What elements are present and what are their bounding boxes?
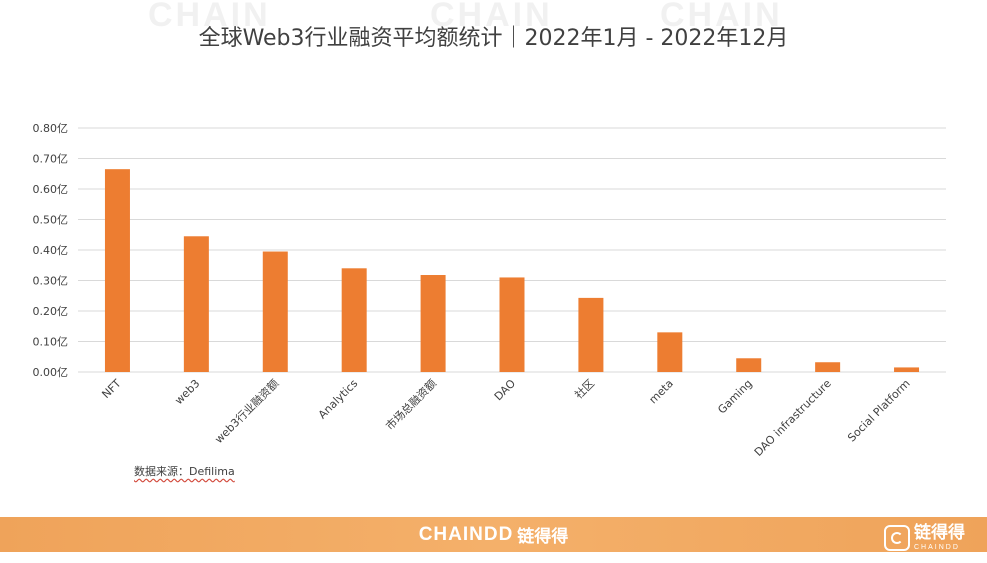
data-source-note: 数据来源：Defilima <box>134 465 235 478</box>
y-tick-label: 0.80亿 <box>33 122 69 135</box>
footer-brand-cn: 链得得 <box>517 527 569 547</box>
bar <box>815 362 841 372</box>
y-tick-label: 0.00亿 <box>33 366 69 379</box>
footer-brand-en: CHAINDD <box>418 523 514 545</box>
watermark-right: CHAIN <box>660 0 783 34</box>
y-tick-label: 0.20亿 <box>33 305 69 318</box>
chart-title: 全球Web3行业融资平均额统计｜2022年1月 - 2022年12月 <box>198 26 789 51</box>
bar <box>499 277 525 372</box>
y-tick-label: 0.30亿 <box>33 275 69 288</box>
x-tick-label: Analytics <box>316 377 361 422</box>
bar <box>736 358 762 372</box>
bar <box>341 268 367 372</box>
watermark-left: CHAIN <box>148 0 271 34</box>
watermark-center: CHAIN <box>430 0 553 34</box>
y-tick-label: 0.60亿 <box>33 183 69 196</box>
y-tick-label: 0.70亿 <box>33 153 69 166</box>
x-tick-label: Social Platform <box>845 377 913 445</box>
bar <box>183 236 209 372</box>
x-tick-label: DAO infrastructure <box>752 377 834 459</box>
y-tick-label: 0.40亿 <box>33 244 69 257</box>
x-tick-label: 市场总融资额 <box>383 376 440 433</box>
x-tick-label: meta <box>647 377 676 406</box>
footer-brand: CHAINDD 链得得 <box>0 517 987 552</box>
bar-chart: 0.00亿 0.10亿 0.20亿 0.30亿 0.40亿 0.50亿 0.60亿 0.70亿… <box>33 122 946 459</box>
corner-logo-en: CHAINDD <box>914 544 960 551</box>
corner-logo: 链得得 CHAINDD <box>884 522 984 554</box>
bar <box>894 367 920 372</box>
x-tick-label: web3行业融资额 <box>212 377 281 446</box>
y-tick-label: 0.50亿 <box>33 214 69 227</box>
y-tick-label: 0.10亿 <box>33 336 69 349</box>
bar <box>420 275 446 372</box>
chaindd-logo-icon <box>884 525 910 551</box>
corner-logo-text: 链得得 CHAINDD <box>914 523 965 552</box>
bar <box>262 251 288 372</box>
x-tick-label: web3 <box>172 377 202 407</box>
bar <box>104 169 130 372</box>
corner-logo-cn: 链得得 <box>914 523 965 543</box>
footer-banner: CHAINDD 链得得 <box>0 517 987 552</box>
bar <box>578 297 604 372</box>
x-tick-label: NFT <box>99 377 123 401</box>
x-tick-label: DAO <box>492 377 519 404</box>
x-tick-label: 社区 <box>572 376 597 401</box>
bar <box>657 332 683 372</box>
x-tick-label: Gaming <box>715 377 755 417</box>
